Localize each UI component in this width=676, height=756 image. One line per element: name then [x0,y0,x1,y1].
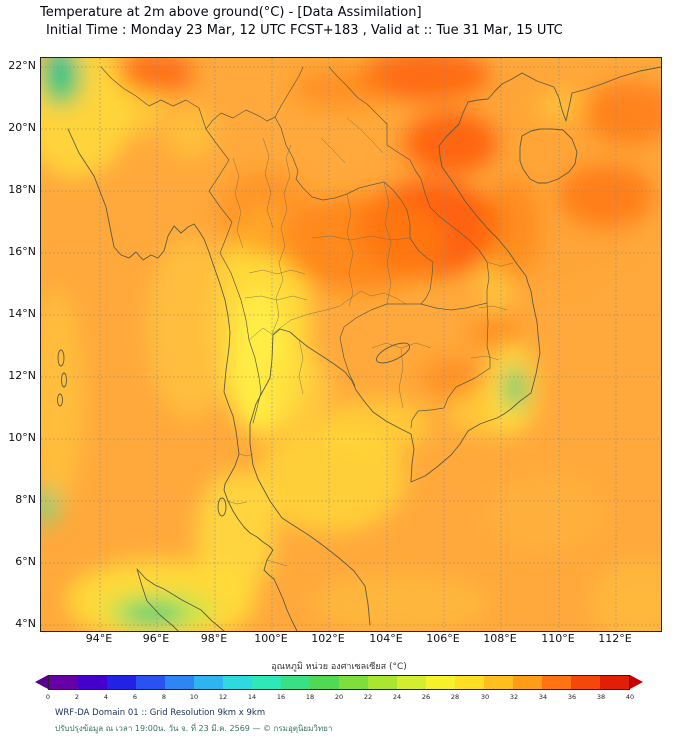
colorbar-tick: 6 [132,693,138,701]
footer-update-info: ปรับปรุงข้อมูล ณ เวลา 19:00น. วัน จ. ที่… [55,724,333,733]
colorbar-tick: 0 [45,693,51,701]
map-plot [40,57,662,632]
colorbar-high-arrow [630,675,643,689]
page-subtitle: Initial Time : Monday 23 Mar, 12 UTC FCS… [46,23,563,38]
province-borders [226,117,514,567]
lon-tick-label: 98°E [200,632,228,645]
lon-tick-label: 112°E [598,632,632,645]
colorbar-tick: 12 [218,693,228,701]
colorbar-low-arrow [35,675,48,689]
lat-tick-label: 20°N [8,121,36,134]
colorbar-tick: 30 [480,693,490,701]
colorbar-title: อุณหภูมิ หน่วย องศาเซลเซียส (°C) [271,662,407,672]
colorbar-tick: 24 [392,693,402,701]
country-borders [100,66,491,429]
temperature-map-canvas [41,58,661,631]
lon-tick-label: 106°E [426,632,460,645]
lat-tick-label: 6°N [15,555,36,568]
lon-tick-label: 100°E [254,632,288,645]
colorbar-gradient [48,675,630,690]
colorbar-tick: 36 [567,693,577,701]
colorbar-tick: 4 [103,693,109,701]
colorbar-tick: 40 [625,693,635,701]
lon-tick-label: 96°E [142,632,170,645]
colorbar-tick: 28 [450,693,460,701]
lon-tick-label: 102°E [311,632,345,645]
lat-tick-label: 4°N [15,617,36,630]
colorbar-tick: 2 [74,693,80,701]
colorbar-tick: 38 [596,693,606,701]
lon-tick-label: 110°E [541,632,575,645]
lat-tick-label: 22°N [8,59,36,72]
colorbar-tick: 14 [247,693,257,701]
temperature-field [41,58,661,631]
lat-tick-label: 10°N [8,431,36,444]
lat-tick-label: 16°N [8,245,36,258]
colorbar-tick: 8 [161,693,167,701]
lon-tick-label: 94°E [85,632,113,645]
colorbar-tick: 18 [305,693,315,701]
footer-model-info: WRF-DA Domain 01 :: Grid Resolution 9km … [55,708,266,718]
colorbar-tick: 22 [363,693,373,701]
colorbar-tick: 34 [538,693,548,701]
coastline-outlines [57,66,661,631]
lon-tick-label: 104°E [369,632,403,645]
colorbar-tick: 32 [509,693,519,701]
colorbar-tick: 26 [421,693,431,701]
page-title: Temperature at 2m above ground(°C) - [Da… [40,5,422,20]
colorbar-tick: 16 [276,693,286,701]
lat-tick-label: 14°N [8,307,36,320]
lat-tick-label: 18°N [8,183,36,196]
colorbar-tick: 20 [334,693,344,701]
colorbar-tick: 10 [189,693,199,701]
lat-tick-label: 12°N [8,369,36,382]
lon-tick-label: 108°E [483,632,517,645]
lat-tick-label: 8°N [15,493,36,506]
